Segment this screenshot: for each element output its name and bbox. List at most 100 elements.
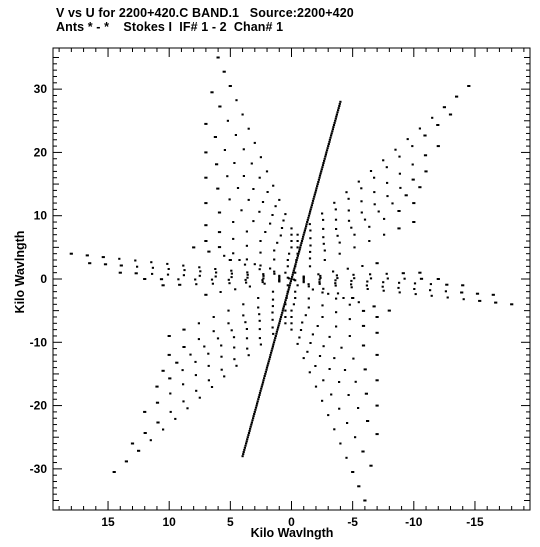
uv-point [348,303,351,306]
uv-point [301,321,304,324]
uv-point [491,293,495,296]
uv-point [406,138,409,141]
uv-point [118,257,121,260]
uv-point [210,278,214,281]
uv-point [494,301,498,304]
uv-point [361,324,366,327]
uv-point [167,335,171,337]
uv-point [271,345,274,348]
uv-point [333,428,336,431]
uv-point [307,297,310,300]
uv-point [424,170,428,173]
x-tick-label: 5 [227,515,234,529]
uv-point [198,266,201,269]
uv-point [263,377,266,380]
uv-point [319,172,322,175]
uv-point [287,288,290,291]
x-tick-label: -10 [405,515,423,529]
uv-point [397,286,400,289]
uv-point [334,208,337,211]
uv-point [360,211,363,214]
uv-point [316,185,319,188]
uv-point [292,269,295,272]
uv-point [296,240,299,242]
uv-point [336,234,339,237]
uv-point [296,284,299,287]
uv-point [334,119,337,122]
uv-point [247,127,250,130]
uv-point [262,274,265,277]
uv-point [320,170,323,173]
uv-point [119,264,123,267]
uv-point [318,282,321,285]
uv-point [321,304,324,307]
uv-point [284,309,287,312]
uv-point [296,233,299,236]
uv-point [182,274,185,277]
uv-point [412,202,416,205]
uv-point [232,252,235,255]
uv-point [269,222,272,225]
uv-point [248,285,251,288]
uv-point [334,218,338,221]
uv-point [290,233,293,236]
uv-point [234,288,237,291]
uv-point [240,209,243,212]
uv-point [386,181,389,184]
uv-point [149,439,152,442]
uv-point [85,254,89,257]
uv-point [166,262,169,265]
uv-point [372,305,376,308]
uv-point [353,277,356,280]
uv-point [314,191,317,194]
uv-point [326,147,329,150]
uv-point [215,271,218,274]
uv-point [313,195,316,198]
uv-point [256,402,259,405]
uv-point [266,364,269,367]
uv-point [256,400,259,403]
uv-point [348,318,351,321]
uv-point [204,122,208,125]
uv-point [69,252,73,255]
uv-point [318,281,321,284]
uv-point [261,381,265,384]
uv-point [338,105,341,107]
uv-point [328,140,331,143]
uv-point [322,162,325,164]
uv-point [328,368,331,370]
uv-point [290,278,293,280]
uv-point [271,290,275,293]
uv-point [337,109,340,112]
uv-point [263,375,266,377]
uv-point [314,365,317,367]
uv-point [306,221,309,223]
uv-point [284,299,287,302]
uv-point [348,335,351,337]
uv-point [217,231,222,234]
uv-point [218,105,222,108]
uv-point [217,246,222,249]
uv-point [257,297,260,299]
uv-point [288,277,291,280]
uv-point [258,176,261,179]
uv-point [385,272,388,275]
uv-point [290,227,293,230]
uv-point [382,281,385,284]
uv-point [264,370,267,373]
uv-point [350,226,353,229]
uv-point [143,278,147,280]
uv-point [245,442,248,445]
uv-point [340,346,343,349]
uv-point [198,396,201,399]
uv-point [278,278,281,280]
uv-point [357,407,360,409]
uv-point [298,336,301,339]
uv-point [332,270,335,273]
uv-point [118,271,122,274]
uv-point [354,380,357,383]
uv-point [288,252,291,255]
uv-point [350,279,353,282]
uv-point [207,379,210,382]
uv-point [249,425,252,428]
